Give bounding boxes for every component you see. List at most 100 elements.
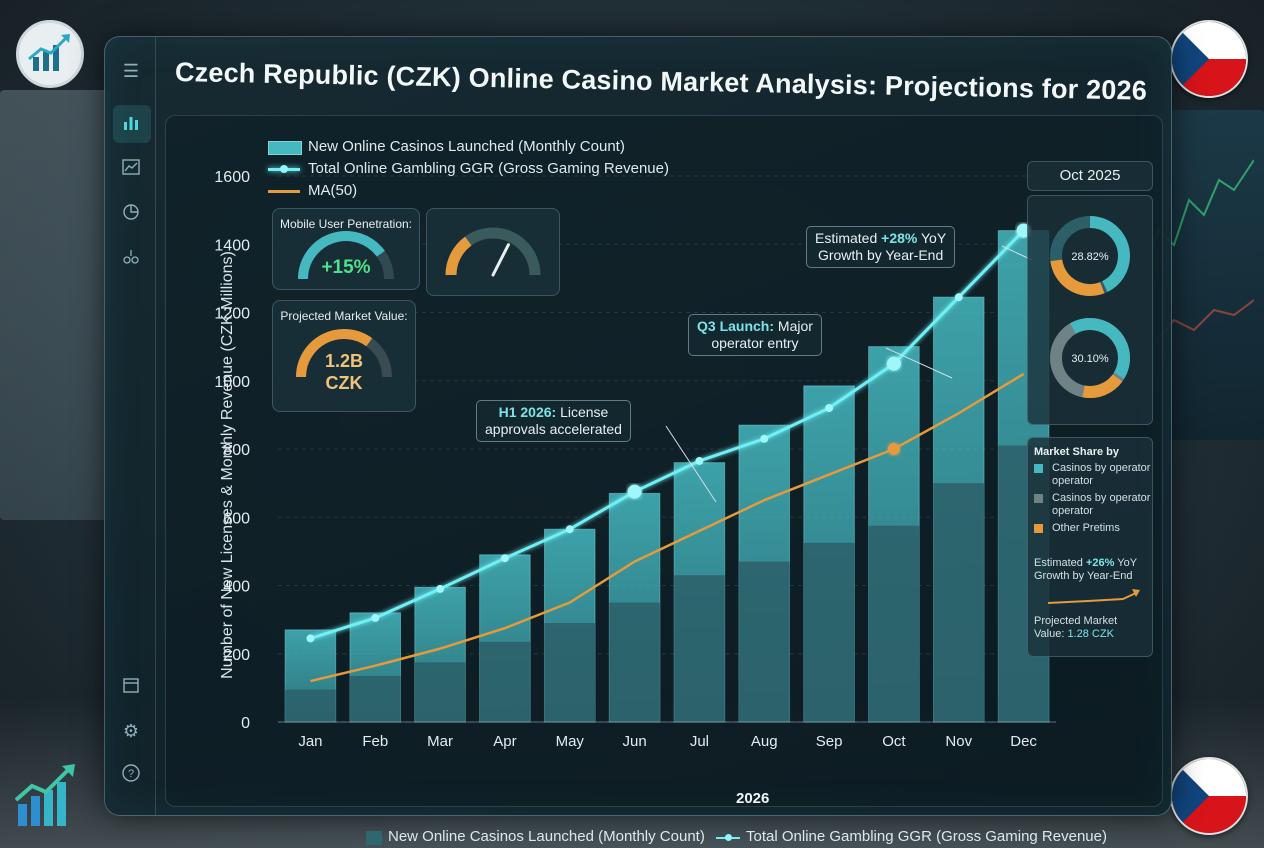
calendar-icon[interactable] xyxy=(119,675,143,699)
annotation-arrow-q3 xyxy=(885,347,953,379)
annotation-highlight: +28% xyxy=(881,230,918,246)
ggr-point xyxy=(825,404,834,413)
growth-sparkline xyxy=(1047,589,1140,604)
x-tick-label: Apr xyxy=(493,733,516,750)
growth-note: Estimated +26% YoY Growth by Year-End xyxy=(1034,557,1152,583)
y-tick-label: 0 xyxy=(241,715,250,732)
legend-item-bars[interactable]: New Online Casinos Launched (Monthly Cou… xyxy=(268,136,669,158)
market-share-label: Other Pretims xyxy=(1052,522,1120,534)
annotation-highlight: Q3 Launch: xyxy=(697,318,775,334)
bar-lower-segment xyxy=(609,602,660,722)
bar-lower-segment xyxy=(414,662,466,722)
ggr-point xyxy=(565,525,574,534)
czech-flag-icon xyxy=(1170,757,1248,835)
speed-gauge-fill xyxy=(445,236,472,276)
projected-value-title: Projected Market Value: xyxy=(280,309,408,323)
x-tick-label: Oct xyxy=(882,733,906,750)
donut2-label: 30.10% xyxy=(1071,353,1109,365)
legend-line-marker xyxy=(280,165,288,173)
bar-lower-segment xyxy=(868,525,920,722)
bar-lower-segment xyxy=(933,483,985,722)
y-tick-label: 800 xyxy=(223,442,250,459)
y-tick-label: 1000 xyxy=(214,374,250,391)
projected-gauge-fill xyxy=(296,329,373,378)
ggr-point xyxy=(500,554,509,563)
y-tick-label: 1400 xyxy=(214,237,250,254)
legend-item-ggr[interactable]: Total Online Gambling GGR (Gross Gaming … xyxy=(268,158,669,180)
market-share-label: operator xyxy=(1052,475,1093,487)
annotation-q3-launch: Q3 Launch: Major operator entry xyxy=(688,314,822,356)
background-window xyxy=(0,90,110,520)
mobile-penetration-value: +15% xyxy=(321,257,371,278)
bottom-legend-item-bars[interactable]: New Online Casinos Launched (Monthly Cou… xyxy=(366,828,705,845)
projected-value-amount: 1.2B xyxy=(324,351,364,371)
donut1-label: 28.82% xyxy=(1071,251,1109,263)
page-title: Czech Republic (CZK) Online Casino Marke… xyxy=(174,57,1148,106)
ma-highlight-point xyxy=(887,443,900,455)
growth-note-highlight: +26% xyxy=(1085,557,1115,569)
annotation-text: YoY xyxy=(917,230,947,246)
market-share-panel: Market Share by Casinos by operator oper… xyxy=(1027,437,1153,657)
bottom-legend-label: New Online Casinos Launched (Monthly Cou… xyxy=(388,828,705,845)
annotation-text: operator entry xyxy=(711,335,799,351)
bottom-legend-bar-swatch xyxy=(366,831,382,845)
y-tick-label: 200 xyxy=(223,647,250,664)
x-tick-label: Jan xyxy=(298,733,322,750)
speed-gauge-card xyxy=(426,208,560,296)
bar-lower-segment xyxy=(285,689,336,722)
chart-legend: New Online Casinos Launched (Monthly Cou… xyxy=(268,136,669,202)
ggr-point xyxy=(306,634,315,643)
annotation-text: Major xyxy=(774,318,813,334)
speed-gauge xyxy=(445,227,541,277)
settings-gear-icon[interactable]: ⚙ xyxy=(122,721,140,741)
czech-flag-icon xyxy=(1170,20,1248,98)
ggr-point xyxy=(627,484,642,499)
annotation-text: approvals accelerated xyxy=(485,421,622,437)
mobile-penetration-card: Mobile User Penetration: +15% xyxy=(272,208,420,290)
annotation-year-end-growth: Estimated +28% YoY Growth by Year-End xyxy=(806,226,956,268)
legend-label: Total Online Gambling GGR (Gross Gaming … xyxy=(308,160,669,177)
market-share-item: Casinos by operator operator xyxy=(1034,492,1152,518)
legend-item-ma[interactable]: MA(50) xyxy=(268,180,669,202)
annotation-text: License xyxy=(556,404,609,420)
x-axis-title: 2026 xyxy=(736,790,770,807)
market-share-label: Casinos by operator xyxy=(1052,462,1151,474)
analytics-icon[interactable] xyxy=(119,247,143,271)
annotation-highlight: H1 2026: xyxy=(498,404,557,420)
bottom-legend-item-ggr[interactable]: Total Online Gambling GGR (Gross Gaming … xyxy=(716,828,1107,845)
projected-note-text: Value: xyxy=(1034,628,1068,640)
pie-chart-icon[interactable] xyxy=(119,202,143,226)
market-share-label: operator xyxy=(1052,505,1093,517)
market-share-swatch xyxy=(1034,524,1043,533)
x-tick-label: Jun xyxy=(622,733,646,750)
market-share-item: Other Pretims xyxy=(1034,522,1152,535)
svg-text:?: ? xyxy=(128,768,134,780)
bottom-legend-label: Total Online Gambling GGR (Gross Gaming … xyxy=(746,828,1107,845)
period-selector[interactable]: Oct 2025 xyxy=(1027,161,1153,191)
donut1-arc xyxy=(1050,216,1130,296)
ggr-series-line xyxy=(309,229,1025,640)
donut-charts: 28.82% 30.10% xyxy=(1050,216,1130,398)
bar-chart-icon[interactable] xyxy=(119,112,143,136)
market-share-swatch xyxy=(1034,494,1043,503)
bar-lower-segment xyxy=(803,542,855,722)
brand-logo-icon xyxy=(16,20,84,88)
legend-label: MA(50) xyxy=(308,182,358,199)
x-tick-label: Jul xyxy=(690,733,709,750)
bar-lower-segment xyxy=(479,641,531,722)
market-share-item: Casinos by operator operator xyxy=(1034,462,1152,488)
y-tick-label: 1200 xyxy=(214,306,250,323)
line-chart-icon[interactable] xyxy=(119,157,143,181)
bar-lower-segment xyxy=(349,675,401,722)
ma-series-line xyxy=(310,372,1025,683)
help-icon[interactable]: ? xyxy=(119,763,143,787)
sidebar: ☰ ⚙ ? xyxy=(105,37,156,815)
projected-note-text: Projected Market xyxy=(1034,615,1118,627)
projected-gauge xyxy=(296,329,392,378)
ggr-point xyxy=(695,456,704,465)
dashboard-panel: ☰ ⚙ ? Czech Republic (CZK) Online Casino… xyxy=(104,36,1172,845)
bar-lower-segment xyxy=(738,561,790,722)
donut-panel: 28.82% 30.10% xyxy=(1027,195,1153,425)
donut2-arc xyxy=(1050,318,1130,398)
menu-icon[interactable]: ☰ xyxy=(122,61,140,81)
